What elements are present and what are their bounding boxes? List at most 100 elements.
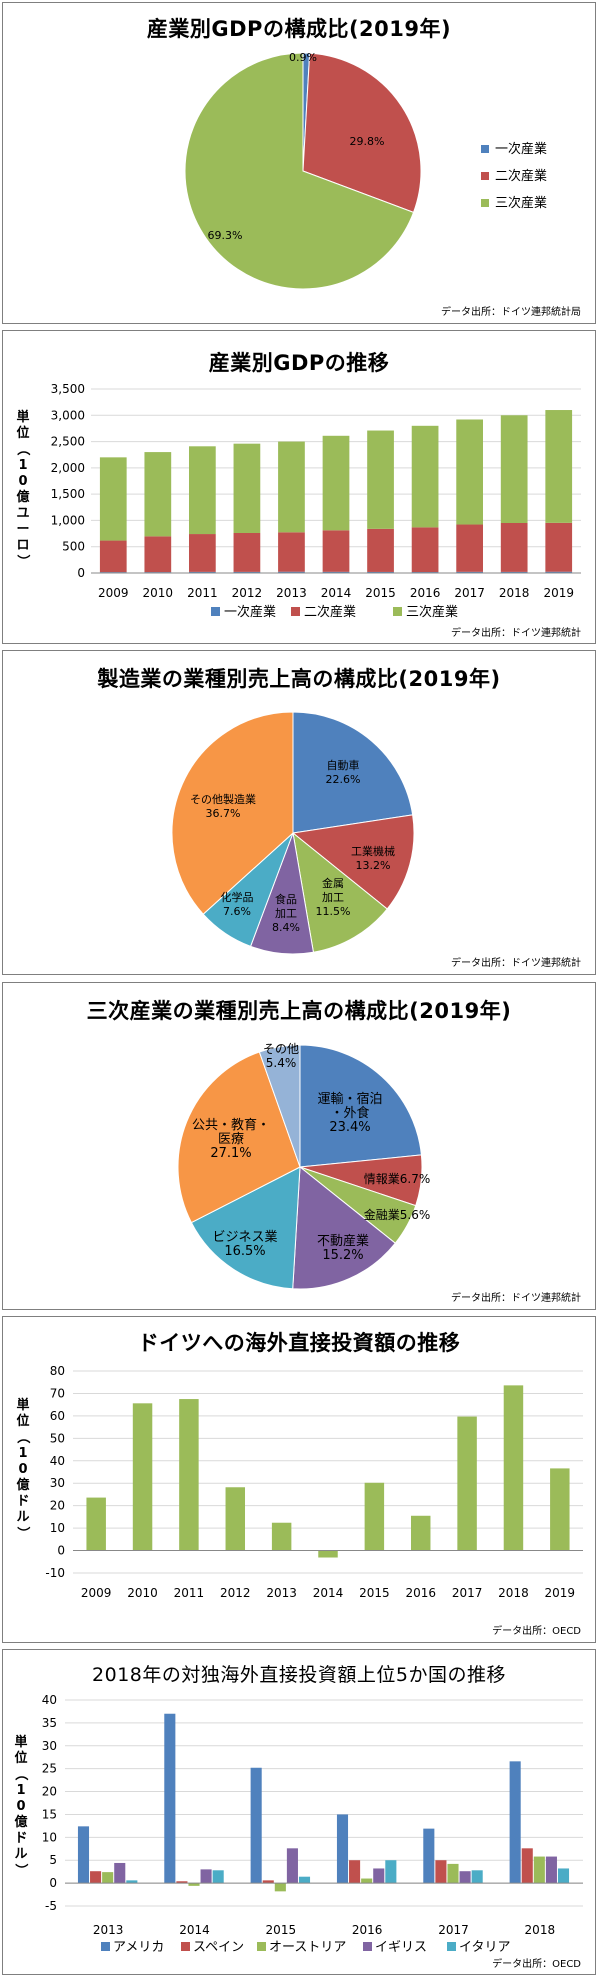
y-tick-5-3: 10 <box>42 1830 57 1844</box>
bar-5-4-2 <box>298 1876 311 1884</box>
bar-5-2-4 <box>447 1863 459 1884</box>
x-tick-1-7: 2016 <box>410 586 441 600</box>
x-tick-5-0: 2013 <box>93 1923 124 1937</box>
y-label-4-char-3: 1 <box>18 1446 27 1461</box>
pie-label-3-3-1: 15.2% <box>322 1248 363 1263</box>
pie-label-3-6-1: 5.4% <box>266 1056 297 1070</box>
pie-label-3-5-0: 公共・教育・ <box>192 1117 270 1133</box>
y-tick-1-4: 2,000 <box>51 461 85 475</box>
y-tick-4-2: 10 <box>50 1521 65 1535</box>
x-tick-1-3: 2012 <box>232 586 263 600</box>
bar-5-4-4 <box>471 1870 483 1884</box>
y-label-1-char-9: ） <box>15 554 31 567</box>
bar-1-2-1 <box>144 452 172 537</box>
gdp-trend-source: データ出所：ドイツ連邦統計 <box>451 628 581 639</box>
pie-label-3-5-2: 27.1% <box>210 1146 251 1161</box>
x-tick-5-2: 2015 <box>266 1923 297 1937</box>
legend-swatch-0-0 <box>481 145 489 153</box>
pie-slice-3-0 <box>299 1044 422 1168</box>
bar-5-3-5 <box>545 1856 557 1884</box>
y-label-1-char-0: 単 <box>16 409 29 425</box>
manufacturing-source: データ出所：ドイツ連邦統計 <box>451 958 581 969</box>
bar-1-1-5 <box>322 530 350 572</box>
legend-label-5-3: イギリス <box>375 1940 427 1955</box>
bar-5-0-0 <box>77 1826 90 1884</box>
y-label-1-char-4: 0 <box>18 474 27 489</box>
pie-label-0-1-0: 29.8% <box>350 135 385 148</box>
x-tick-1-10: 2019 <box>543 586 574 600</box>
bar-4-6 <box>364 1482 385 1551</box>
legend-label-5-2: オーストリア <box>269 1940 346 1955</box>
x-tick-1-2: 2011 <box>187 586 218 600</box>
y-tick-4-1: 0 <box>57 1544 65 1558</box>
bar-5-0-5 <box>509 1761 521 1884</box>
y-label-1-char-6: ユ <box>16 506 29 521</box>
legend-label-5-1: スペイン <box>193 1940 244 1955</box>
pie-label-3-6-0: その他 <box>263 1042 299 1056</box>
pie-slice-2-1 <box>291 814 415 910</box>
y-tick-5-2: 5 <box>49 1853 57 1867</box>
y-tick-5-1: 0 <box>49 1876 57 1890</box>
pie-label-3-3-0: 不動産業 <box>317 1233 369 1249</box>
x-tick-4-6: 2015 <box>359 1586 390 1600</box>
gdp-trend-chart: 0 500 1,000 1,500 2,000 2,500 3,000 3,500 2009 20… <box>15 382 581 620</box>
y-tick-5-0: -5 <box>45 1899 57 1913</box>
bar-5-3-2 <box>286 1848 298 1884</box>
bar-5-2-5 <box>533 1856 545 1884</box>
bar-1-1-7 <box>411 527 439 573</box>
manufacturing-pie: 自動車22.6%工業機械13.2%金属加工11.5%食品加工8.4%化学品7.6… <box>171 711 415 955</box>
manufacturing-panel: 製造業の業種別売上高の構成比(2019年) 自動車 22.6% 工業機械 13.2% 金… <box>2 650 596 975</box>
bar-5-1-2 <box>262 1880 274 1884</box>
gdp-trend-panel: 産業別GDPの推移 0 500 1,000 1,500 2,000 2,500 3,000 3… <box>2 330 596 644</box>
bar-5-4-0 <box>126 1880 138 1884</box>
bar-1-2-9 <box>500 415 528 524</box>
legend-swatch-1-1 <box>291 607 300 616</box>
tertiary-source: データ出所：ドイツ連邦統計 <box>451 1293 581 1304</box>
bar-5-2-2 <box>274 1883 286 1892</box>
x-tick-4-9: 2018 <box>498 1586 529 1600</box>
pie-label-3-2-0: 金融業5.6% <box>364 1207 431 1222</box>
bar-1-2-7 <box>411 425 439 528</box>
pie-label-2-3-1: 加工 <box>275 907 297 920</box>
bar-1-1-6 <box>367 528 394 572</box>
bar-5-1-1 <box>176 1881 188 1884</box>
bar-5-3-1 <box>200 1869 212 1884</box>
pie-label-2-1-0: 工業機械 <box>351 844 395 858</box>
bar-4-9 <box>503 1385 524 1551</box>
bar-5-0-3 <box>336 1814 349 1884</box>
bar-1-1-9 <box>500 523 528 572</box>
bar-5-0-2 <box>250 1767 262 1884</box>
fdi-title: ドイツへの海外直接投資額の推移 <box>137 1331 461 1355</box>
legend-swatch-5-3 <box>363 1942 372 1951</box>
y-label-4-char-2: （ <box>15 1430 31 1443</box>
pie-label-0-2-0: 69.3% <box>208 229 243 242</box>
x-tick-4-3: 2012 <box>220 1586 251 1600</box>
bar-5-0-1 <box>164 1713 176 1884</box>
gdp-composition-source: データ出所：ドイツ連邦統計局 <box>441 307 581 318</box>
bar-5-4-1 <box>212 1870 224 1884</box>
pie-label-2-5-1: 36.7% <box>206 807 241 820</box>
legend-swatch-1-2 <box>393 607 402 616</box>
y-tick-4-7: 60 <box>50 1409 65 1423</box>
bar-1-0-5 <box>322 571 350 573</box>
legend-label-0-1: 二次産業 <box>495 168 547 184</box>
bar-5-2-0 <box>102 1872 114 1884</box>
bar-5-3-4 <box>459 1871 471 1884</box>
y-label-4-char-0: 単 <box>16 1397 29 1413</box>
x-tick-4-0: 2009 <box>81 1586 112 1600</box>
bar-1-2-0 <box>99 457 127 541</box>
gdp-composition-panel: 産業別GDPの構成比(2019年) 0.9% 29.8% 69.3% 一次産業 二次産業… <box>2 2 596 324</box>
bar-4-10 <box>550 1468 570 1551</box>
x-tick-1-9: 2018 <box>499 586 530 600</box>
y-tick-4-5: 40 <box>50 1454 65 1468</box>
y-tick-1-3: 1,500 <box>51 487 85 501</box>
pie-label-2-2-1: 加工 <box>322 891 344 904</box>
y-label-1-char-8: ロ <box>16 538 29 553</box>
bar-1-1-2 <box>189 534 216 572</box>
y-tick-1-7: 3,500 <box>51 382 85 396</box>
pie-label-0-0-0: 0.9% <box>289 51 317 64</box>
x-tick-4-8: 2017 <box>452 1586 483 1600</box>
y-label-5-char-4: 0 <box>16 1799 25 1814</box>
y-tick-1-1: 500 <box>62 540 85 554</box>
